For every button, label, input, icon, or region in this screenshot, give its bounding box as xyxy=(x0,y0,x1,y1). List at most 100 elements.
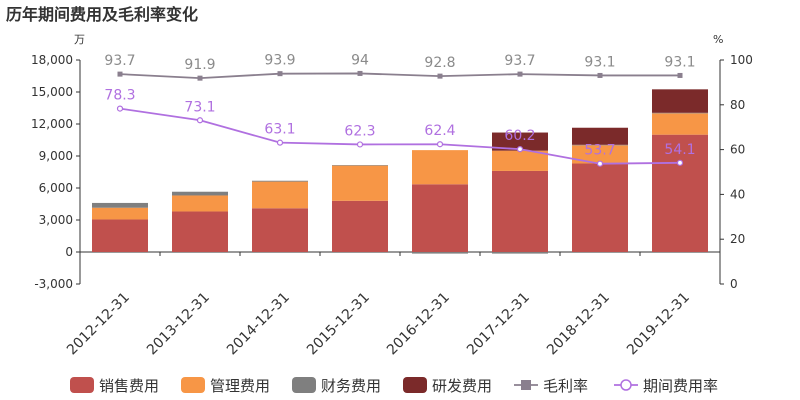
line-series xyxy=(119,72,680,80)
left-tick-label: 0 xyxy=(65,245,73,259)
bar-segment xyxy=(252,180,308,182)
x-tick-label: 2018-12-31 xyxy=(544,290,613,359)
data-label: 63.1 xyxy=(264,122,295,138)
data-label: 53.7 xyxy=(584,143,615,159)
legend-label: 毛利率 xyxy=(543,377,588,395)
data-label: 92.8 xyxy=(424,55,455,71)
line-point xyxy=(597,72,603,78)
left-tick-label: 18,000 xyxy=(31,53,73,67)
bar-segment xyxy=(332,165,388,201)
data-label: 73.1 xyxy=(184,99,215,115)
bar-segment xyxy=(252,181,308,209)
legend-item: 销售费用 xyxy=(70,377,159,395)
legend-swatch xyxy=(292,377,316,393)
legend-swatch xyxy=(181,377,205,393)
bar-segment xyxy=(252,208,308,252)
bars xyxy=(92,89,708,254)
legend-item: 财务费用 xyxy=(292,377,381,395)
line-point xyxy=(276,139,284,146)
legend-label: 销售费用 xyxy=(99,377,159,395)
data-label: 60.2 xyxy=(504,128,535,144)
left-axis-unit: 万 xyxy=(74,33,85,46)
line-point xyxy=(277,71,283,77)
right-tick-label: 0 xyxy=(730,277,738,291)
data-label: 54.1 xyxy=(664,142,695,158)
bar-segment xyxy=(492,252,548,254)
legend-item: 管理费用 xyxy=(181,377,270,395)
line-point xyxy=(596,160,604,167)
x-tick-label: 2013-12-31 xyxy=(144,290,213,359)
axes: -3,000 0 3,000 6,000 9,000 12,000 15,000 18,000… xyxy=(31,53,753,291)
bar-segment xyxy=(572,145,628,164)
bar-segment xyxy=(572,127,628,145)
data-label: 62.3 xyxy=(344,123,375,139)
data-label: 93.7 xyxy=(504,53,535,69)
line-point xyxy=(196,117,204,124)
left-tick-label: 12,000 xyxy=(31,117,73,131)
bar-segment xyxy=(412,252,468,254)
right-tick-label: 40 xyxy=(730,187,745,201)
left-tick-label: 6,000 xyxy=(39,181,73,195)
bar-segment xyxy=(652,89,708,113)
line-series xyxy=(119,107,681,165)
bar-segment xyxy=(92,207,148,220)
data-label: 93.1 xyxy=(664,54,695,70)
data-label: 93.1 xyxy=(584,54,615,70)
legend-label: 管理费用 xyxy=(210,377,270,395)
bar-segment xyxy=(412,150,468,185)
legend-label: 研发费用 xyxy=(432,377,492,395)
line-point xyxy=(437,73,443,79)
bar-segment xyxy=(92,219,148,252)
legend-marker xyxy=(521,380,531,390)
bar-segment xyxy=(652,134,708,252)
legend-item: 毛利率 xyxy=(514,377,588,395)
x-tick-label: 2017-12-31 xyxy=(464,290,533,359)
data-label: 91.9 xyxy=(184,57,215,73)
x-tick-label: 2015-12-31 xyxy=(304,290,373,359)
line-point xyxy=(116,105,124,112)
bar-segment xyxy=(492,132,548,151)
legend-item: 研发费用 xyxy=(403,377,492,395)
legend-label: 期间费用率 xyxy=(643,377,718,395)
line-point xyxy=(436,141,444,148)
bar-segment xyxy=(572,144,628,146)
line-point xyxy=(677,72,683,78)
bar-segment xyxy=(332,200,388,252)
line-point xyxy=(197,75,203,81)
bar-segment xyxy=(492,170,548,252)
line-point xyxy=(356,141,364,148)
bar-segment xyxy=(172,195,228,212)
legend-marker xyxy=(620,379,632,391)
line-point xyxy=(516,146,524,153)
line-point xyxy=(517,71,523,77)
x-tick-label: 2016-12-31 xyxy=(384,290,453,359)
legend-swatch xyxy=(70,377,94,393)
data-label: 62.4 xyxy=(424,123,455,139)
x-tick-label: 2012-12-31 xyxy=(64,290,133,359)
right-tick-label: 80 xyxy=(730,98,745,112)
bar-segment xyxy=(172,191,228,196)
left-tick-label: 15,000 xyxy=(31,85,73,99)
data-label: 94 xyxy=(351,52,369,68)
legend-label: 财务费用 xyxy=(321,377,381,395)
x-tick-label: 2014-12-31 xyxy=(224,290,293,359)
legend-swatch xyxy=(403,377,427,393)
left-tick-label: 9,000 xyxy=(39,149,73,163)
bar-segment xyxy=(492,150,548,171)
bar-segment xyxy=(652,112,708,114)
data-label: 93.9 xyxy=(264,53,295,69)
bar-segment xyxy=(92,202,148,208)
x-tick-labels: 2012-12-31 2013-12-31 2014-12-31 2015-12-31… xyxy=(64,290,693,359)
right-tick-label: 60 xyxy=(730,143,745,157)
bar-segment xyxy=(332,165,388,166)
chart-title: 历年期间费用及毛利率变化 xyxy=(6,5,198,24)
bar-segment xyxy=(172,211,228,252)
left-tick-label: 3,000 xyxy=(39,213,73,227)
bar-segment xyxy=(572,163,628,252)
bar-segment xyxy=(652,113,708,135)
data-label: 78.3 xyxy=(104,88,135,104)
line-point xyxy=(357,70,363,76)
line-point xyxy=(117,71,123,77)
